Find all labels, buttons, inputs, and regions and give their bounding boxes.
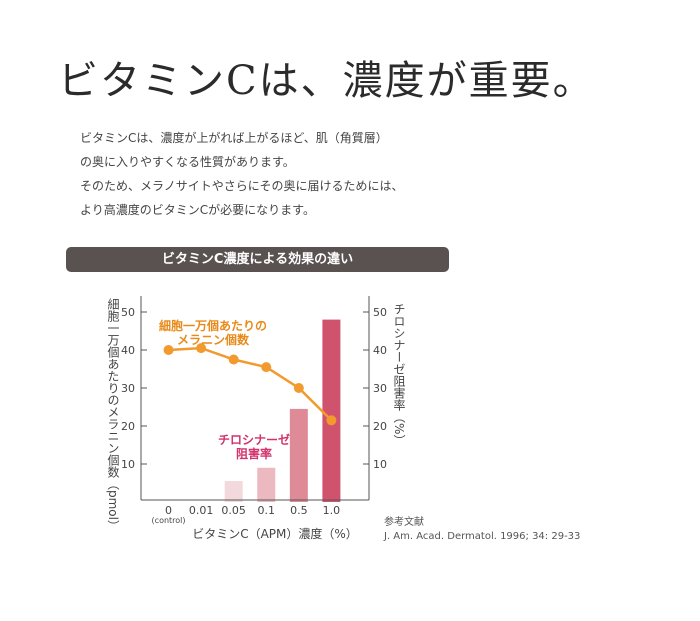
left-tick-label: 50 <box>121 306 135 319</box>
x-tick-label: 1.0 <box>323 504 341 517</box>
bar-series-label: 阻害率 <box>236 446 272 461</box>
left-tick-label: 20 <box>121 420 135 433</box>
left-tick-label: 40 <box>121 344 135 357</box>
line-point <box>163 345 174 355</box>
bar <box>224 481 243 502</box>
line-point <box>196 343 207 354</box>
line-path <box>168 346 333 422</box>
bar <box>257 467 276 502</box>
chart-labels: 10 10 20 20 30 30 40 40 50 50 0 0.01 0.05 0.1 0.5 1.0 (c… <box>106 298 406 541</box>
reference-citation: J. Am. Acad. Dermatol. 1996; 34: 29-33 <box>384 531 581 542</box>
x-tick-label: 0.5 <box>290 504 308 517</box>
line-point <box>326 415 337 426</box>
x-tick-label: 0.01 <box>189 504 214 517</box>
x-tick-label: 0.05 <box>221 504 246 517</box>
page-headline: ビタミンCは、濃度が重要。 <box>58 58 595 104</box>
line-point <box>261 362 272 373</box>
reference-label: 参考文献 <box>384 517 424 528</box>
paragraph-line: ビタミンCは、濃度が上がれば上がるほど、肌（角質層） <box>80 131 388 145</box>
right-axis-label: チロシナーゼ阻害率（%） <box>392 303 406 446</box>
bar <box>289 408 308 502</box>
x-axis-label: ビタミンC（APM）濃度（%） <box>192 526 358 541</box>
x-tick-sublabel: (control) <box>152 516 186 525</box>
left-tick-label: 10 <box>121 458 135 471</box>
bar-series-label: チロシナーゼ <box>218 432 290 447</box>
paragraph-line: の奥に入りやすくなる性質があります。 <box>80 155 295 169</box>
right-tick-label: 30 <box>373 382 387 395</box>
intro-paragraph: ビタミンCは、濃度が上がれば上がるほど、肌（角質層） の奥に入りやすくなる性質が… <box>80 126 540 222</box>
line-point <box>228 354 239 365</box>
paragraph-line: そのため、メラノサイトやさらにその奥に届けるためには、 <box>80 179 404 193</box>
left-axis-label: 細胞一万個あたりのメラニン個数（pmol） <box>106 298 120 532</box>
right-tick-label: 10 <box>373 458 387 471</box>
x-tick-label: 0.1 <box>258 504 276 517</box>
line-series-label: メラニン個数 <box>177 332 250 347</box>
right-tick-label: 20 <box>373 420 387 433</box>
axes <box>140 296 370 501</box>
chart-title-banner: ビタミンC濃度による効果の違い <box>66 247 449 272</box>
line-series <box>163 343 337 426</box>
right-tick-label: 40 <box>373 344 387 357</box>
reference-note: 参考文献 J. Am. Acad. Dermatol. 1996; 34: 29… <box>384 516 580 544</box>
right-tick-label: 50 <box>373 306 387 319</box>
x-tick-label: 0 <box>165 504 172 517</box>
left-tick-label: 30 <box>121 382 135 395</box>
line-series-label: 細胞一万個あたりの <box>159 318 267 333</box>
line-point <box>293 383 304 393</box>
paragraph-line: より高濃度のビタミンCが必要になります。 <box>80 203 315 217</box>
bar <box>322 319 341 502</box>
bar-series <box>224 319 341 502</box>
